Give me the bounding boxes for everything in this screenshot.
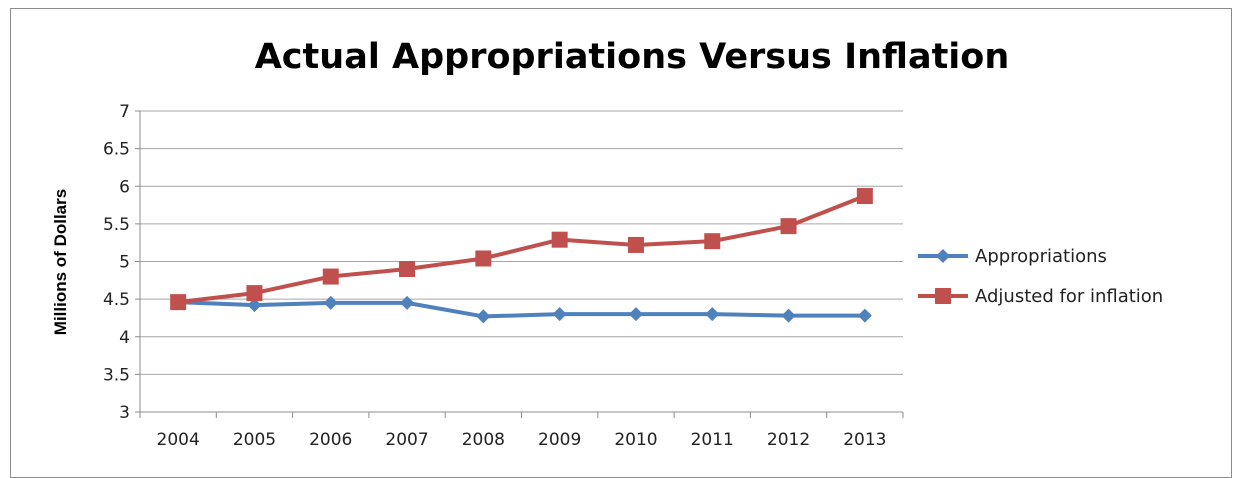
series-line — [176, 300, 867, 319]
x-tick-label: 2007 — [385, 430, 428, 450]
data-point — [704, 233, 721, 250]
x-tick-label: 2006 — [309, 430, 352, 450]
data-point — [476, 309, 491, 324]
y-tick-labels: 3 3.5 4 4.5 5 5.5 6 6.5 7 — [103, 102, 130, 423]
legend-item: Appropriations — [918, 246, 1107, 267]
legend-label: Adjusted for inflation — [975, 286, 1163, 307]
x-tick-label: 2008 — [462, 430, 505, 450]
legend-label: Appropriations — [975, 246, 1107, 267]
y-tick-label: 3.5 — [103, 365, 130, 385]
data-point — [781, 308, 796, 323]
gridlines — [140, 110, 903, 375]
data-point — [628, 307, 643, 322]
data-point — [705, 307, 720, 322]
y-tick-label: 6 — [119, 177, 130, 197]
x-tick-label: 2004 — [157, 430, 200, 450]
x-tick-label: 2011 — [691, 430, 734, 450]
series-appropriations — [171, 295, 872, 324]
data-point — [856, 188, 873, 205]
y-tick-label: 7 — [119, 102, 130, 122]
data-point — [627, 236, 644, 253]
data-point — [400, 295, 415, 310]
data-point — [323, 295, 338, 310]
x-tick-label: 2005 — [233, 430, 276, 450]
series-line — [176, 194, 867, 305]
y-tick-label: 5 — [119, 253, 130, 273]
data-point — [399, 261, 416, 278]
data-point — [247, 298, 262, 313]
y-tick-label: 4 — [119, 328, 130, 348]
y-tick-label: 5.5 — [103, 215, 130, 235]
axes — [135, 110, 904, 418]
legend-marker — [936, 249, 950, 263]
legend-marker — [935, 288, 951, 304]
x-tick-label: 2012 — [767, 430, 810, 450]
chart-title: Actual Appropriations Versus Inflation — [255, 37, 1010, 77]
data-point — [475, 250, 492, 267]
y-axis-label: Millions of Dollars — [51, 189, 70, 335]
x-tick-label: 2010 — [614, 430, 657, 450]
line-chart: Actual Appropriations Versus Inflation 3… — [51, 37, 1163, 450]
data-point — [551, 231, 568, 248]
data-point — [552, 307, 567, 322]
y-tick-label: 6.5 — [103, 140, 130, 160]
legend: Appropriations Adjusted for inflation — [918, 246, 1163, 307]
series-adjusted-for-inflation — [170, 188, 873, 311]
series — [170, 188, 873, 324]
legend-item: Adjusted for inflation — [918, 286, 1163, 307]
data-point — [246, 285, 263, 302]
data-point — [170, 294, 187, 311]
data-point — [780, 218, 797, 235]
data-point — [857, 308, 872, 323]
y-tick-label: 3 — [119, 403, 130, 423]
x-tick-labels: 2004 2005 2006 2007 2008 2009 2010 2011 2012 2013 — [157, 430, 887, 450]
y-tick-label: 4.5 — [103, 290, 130, 310]
data-point — [322, 268, 339, 285]
x-tick-label: 2013 — [843, 430, 886, 450]
x-tick-label: 2009 — [538, 430, 581, 450]
